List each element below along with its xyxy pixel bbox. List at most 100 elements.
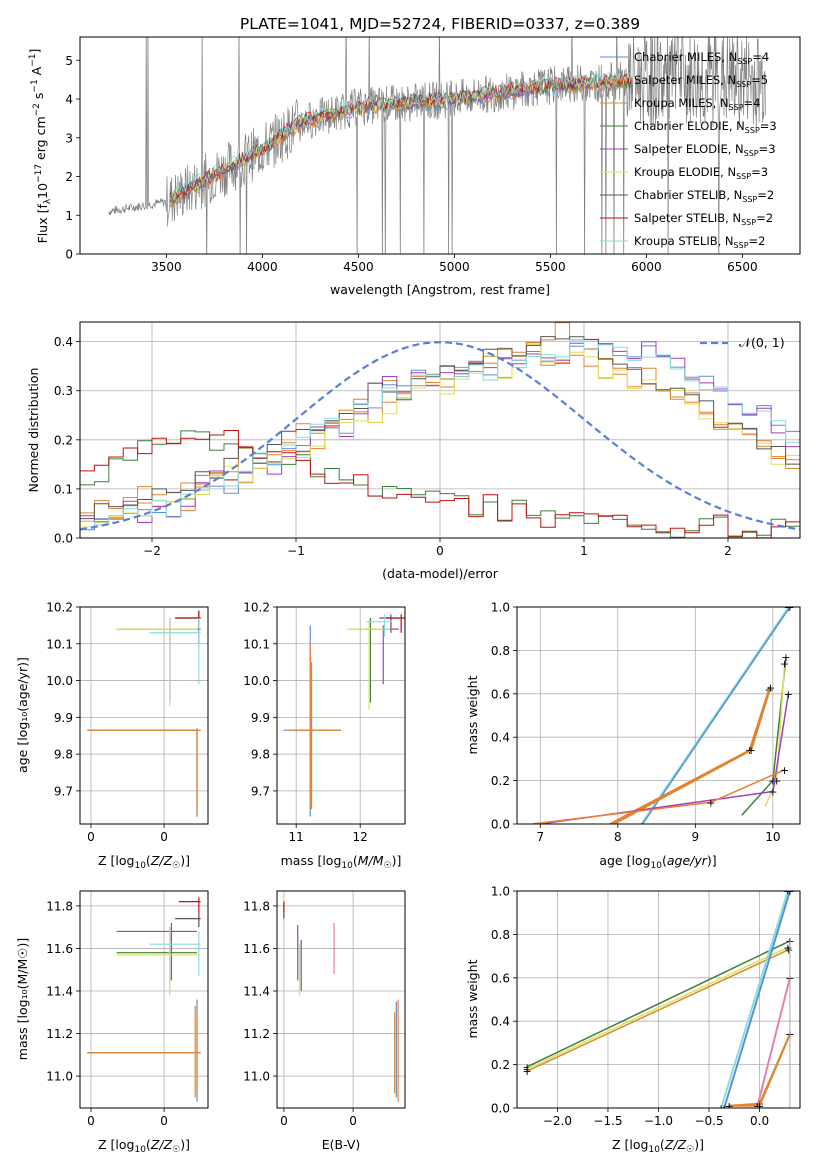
plot-area [283,614,405,817]
label-part: Z [log [98,1137,134,1152]
label-part: s [31,93,46,104]
x-tick-label: 0 [436,544,444,558]
mass-weight-Z-line-4 [720,891,789,1108]
legend-nssp-sub: SSP [736,172,751,181]
label-part: Z/Z [150,853,173,868]
label-part: age/yr [667,853,708,868]
plot-area [87,897,201,1102]
y-tick-label: 9.9 [54,711,73,725]
label-part: ☉ [384,861,392,871]
plot-area [80,322,800,538]
label-part: 10 [648,1145,660,1155]
legend-entry-7: Chabrier STELIB, NSSP=2 [634,188,774,204]
x-tick-label: 4500 [343,260,374,274]
label-part: λ [43,198,53,204]
legend-nssp-prefix: , N [720,73,736,87]
marker-plus: + [522,1061,531,1074]
legend-model-name: Chabrier MILES [634,50,721,64]
marker-plus: + [781,651,790,664]
y-axis-label: age [log₁₀(age/yr)] [15,657,30,773]
mass-vs-reddening-panel: 0 0 11.0 11.2 11.4 11.6 11.8 E(B-V) [243,890,406,1152]
axes-frame [79,36,801,255]
legend-nssp-prefix: , N [720,165,736,179]
label-part: ☉ [686,1145,694,1155]
y-tick-label: 11.4 [46,984,73,998]
legend-nssp-value: =2 [749,234,766,248]
legend-model-name: Kroupa STELIB [634,234,718,248]
axes-frame [79,321,801,539]
label-part: )] [707,853,717,868]
mass-weight-age-line-4 [613,687,772,824]
y-tick-label: 11.6 [243,942,270,956]
marker-plus: + [522,1065,531,1078]
marker-plus: + [780,657,789,670]
axes-frame [516,606,801,825]
plot-area [108,37,766,254]
label-part: )] [180,853,190,868]
x-tick-label: 0 [160,830,168,844]
legend-nssp-value: =4 [752,50,769,64]
legend-entry-3: Kroupa MILES, NSSP=4 [634,96,761,112]
legend-nssp-value: =4 [744,96,761,110]
label-part: −2 [32,103,42,116]
label-part: erg cm [33,116,48,164]
label-part: age [log [599,853,650,868]
model-fit-line-9 [170,71,632,200]
legend-nssp-sub: SSP [744,149,759,158]
x-axis-label: age [log10(age/yr)] [599,853,716,871]
x-tick-label: 0 [349,1114,357,1128]
legend-entry-2: Salpeter MILES, NSSP=5 [634,73,768,89]
y-tick-label: 11.8 [46,899,73,913]
y-tick-label: 0.8 [491,644,510,658]
y-tick-label: 0.1 [54,482,73,496]
label-part: ] [27,49,42,54]
legend-nssp-prefix: , N [729,119,745,133]
y-tick-label: 10.1 [46,637,73,651]
y-tick-label: 0.4 [491,731,510,745]
x-tick-label: 10 [765,830,780,844]
x-tick-label: 6500 [727,260,758,274]
y-tick-label: 0.6 [491,971,510,985]
mass-weight-Z-line-1 [526,940,791,1068]
label-part: M/M [358,853,384,868]
marker-plus: + [784,944,793,957]
y-tick-label: 0.8 [491,928,510,942]
label-part: −1 [30,79,40,92]
label-part: ( [353,853,358,868]
x-tick-label: −1.0 [644,1114,673,1128]
y-tick-label: 9.7 [251,784,270,798]
legend-entry-1: Chabrier MILES, NSSP=4 [634,50,769,66]
legend-nssp-prefix: , N [721,50,737,64]
y-tick-label: 0.2 [54,433,73,447]
y-tick-label: 11.8 [243,899,270,913]
residual-histogram-3 [80,322,800,514]
plot-area [283,901,399,1102]
x-axis-label: Z [log10(Z/Z☉)] [98,1137,190,1155]
legend-nssp-sub: SSP [745,126,760,135]
x-tick-label: 1 [580,544,588,558]
x-tick-label: −2 [143,544,161,558]
marker-plus: + [784,688,793,701]
y-axis-label: Flux [fλ10−17 erg cm−2 s−1 A−1] [27,49,53,244]
marker-plus: + [706,796,715,809]
x-axis-label: mass [log10(M/M☉)] [281,853,402,871]
marker-plus: + [783,941,792,954]
legend-model-name: Kroupa MILES [634,96,713,110]
y-tick-label: 11.0 [243,1070,270,1084]
x-tick-label: 5000 [439,260,470,274]
legend-nssp-value: =3 [759,142,776,156]
y-tick-label: 0.6 [491,687,510,701]
label-part: −1 [28,54,38,67]
legend-model-name: Salpeter MILES [634,73,720,87]
mass-weight-Z-line-7 [729,1033,791,1107]
y-tick-label: 11.0 [46,1070,73,1084]
y-tick-label: 10.0 [46,674,73,688]
y-tick-label: 11.4 [243,984,270,998]
legend-entry-9: Kroupa STELIB, NSSP=2 [634,234,765,250]
y-tick-label: 11.2 [243,1027,270,1041]
label-part: mass [log [281,853,342,868]
y-tick-label: 4 [65,93,73,107]
y-tick-label: 5 [65,54,73,68]
legend-nssp-prefix: , N [713,96,729,110]
